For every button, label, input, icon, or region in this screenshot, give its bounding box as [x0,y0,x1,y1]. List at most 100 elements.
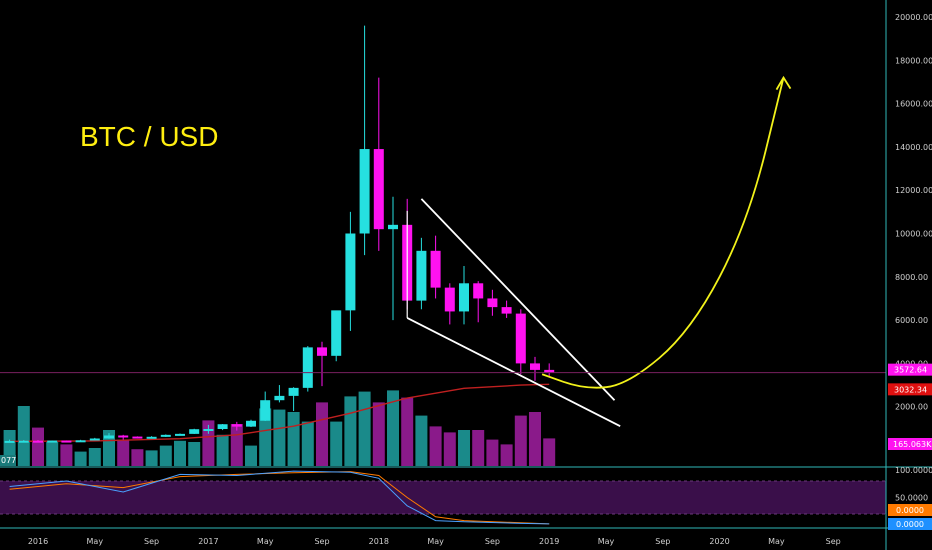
wedge-lower-line [406,317,621,427]
volume-bar [443,432,456,466]
volume-bar [316,402,328,466]
candle-body [246,420,256,427]
candle-body [501,307,512,314]
volume-bar [202,420,215,466]
volume-bar [358,391,371,466]
oscillator-badge-label: 0.0000 [896,506,924,515]
price-tick-label: 18000.00 [895,56,932,65]
volume-bar [387,390,399,466]
candle-body [203,428,214,431]
candle-body [4,440,15,443]
candle-body [515,313,526,364]
candle-body [530,363,540,370]
volume-bar [330,421,343,466]
time-tick-label: 2017 [198,537,218,546]
volume-bar [103,430,115,466]
candle-body [430,250,441,288]
candle-body [416,250,427,301]
candle-body [345,233,356,311]
volume-bar [344,396,357,466]
candle-body [359,149,370,234]
candle-body [331,310,342,356]
candle-body [274,395,285,401]
volume-bar [301,421,314,466]
oscillator-k-line [9,470,550,525]
candle-body [33,440,43,443]
volume-bar [117,439,130,466]
volume-bar [458,430,470,466]
volume-badge-label: 165.063K [893,440,932,449]
volume-bar [273,409,286,466]
candle-body [288,387,299,396]
oscillator-badge [888,518,932,530]
volume-bar [174,440,186,466]
volume-bar [372,402,385,466]
oscillator-badge [888,504,932,516]
time-tick-label: 2016 [28,537,48,546]
candle-body [217,424,228,429]
oscillator-d-line [9,471,550,525]
volume-bar [131,449,144,466]
price-tick-label: 6000.00 [895,316,928,325]
candle-body [302,347,313,388]
moving-average-layer [9,383,550,442]
candle-body [18,440,29,443]
time-tick-label: Sep [314,537,329,546]
volume-bar [245,445,257,466]
chart-title: BTC / USD [80,121,218,152]
volume-left-badge [0,455,16,466]
volume-bar [543,438,556,466]
time-tick-label: 2019 [539,537,559,546]
volume-bar [17,406,30,466]
candle-body [459,283,469,312]
volume-bar [529,412,541,466]
volume-bar [188,442,201,466]
volume-bar [514,415,527,466]
annotation-layer [406,75,792,427]
time-tick-label: Sep [144,537,159,546]
candle-body [75,440,86,443]
price-badge-label: 3572.64 [894,366,927,375]
price-tick-label: 12000.00 [895,186,932,195]
oscillator-tick-label: 50.0000 [895,494,928,503]
volume-bar [216,434,229,466]
volume-bar [287,412,300,466]
oscillator-layer [0,470,886,525]
volume-bar [415,415,428,466]
volume-bar [145,450,158,466]
volume-bar [500,444,513,466]
price-badge [888,383,932,396]
time-tick-label: Sep [485,537,500,546]
volume-bar [159,445,172,466]
candle-body [544,369,555,373]
candle-body [132,436,143,439]
candle-body [231,424,242,427]
time-tick-label: May [427,537,444,546]
candle-body [47,440,58,443]
oscillator-band [0,481,886,514]
candle-body [118,435,129,438]
candle-body [89,438,100,441]
volume-bar [60,444,73,466]
volume-bar [88,448,101,466]
price-tick-label: 10000.00 [895,230,932,239]
volume-bar [74,451,87,466]
candle-body [317,347,327,356]
price-tick-label: 14000.00 [895,143,932,152]
candle-body [444,287,455,312]
candle-body [160,434,171,437]
candle-body [373,149,384,230]
volume-bar [486,439,499,466]
price-tick-label: 16000.00 [895,100,932,109]
volume-left-label: 077 [1,456,16,465]
volume-badge [888,438,932,450]
time-tick-label: Sep [655,537,670,546]
volume-bar [401,397,414,466]
volume-layer [3,390,556,466]
candle-body [104,435,114,439]
time-tick-label: May [87,537,104,546]
oscillator-badge-label: 0.0000 [896,520,924,529]
price-tick-label: 2000.00 [895,403,928,412]
